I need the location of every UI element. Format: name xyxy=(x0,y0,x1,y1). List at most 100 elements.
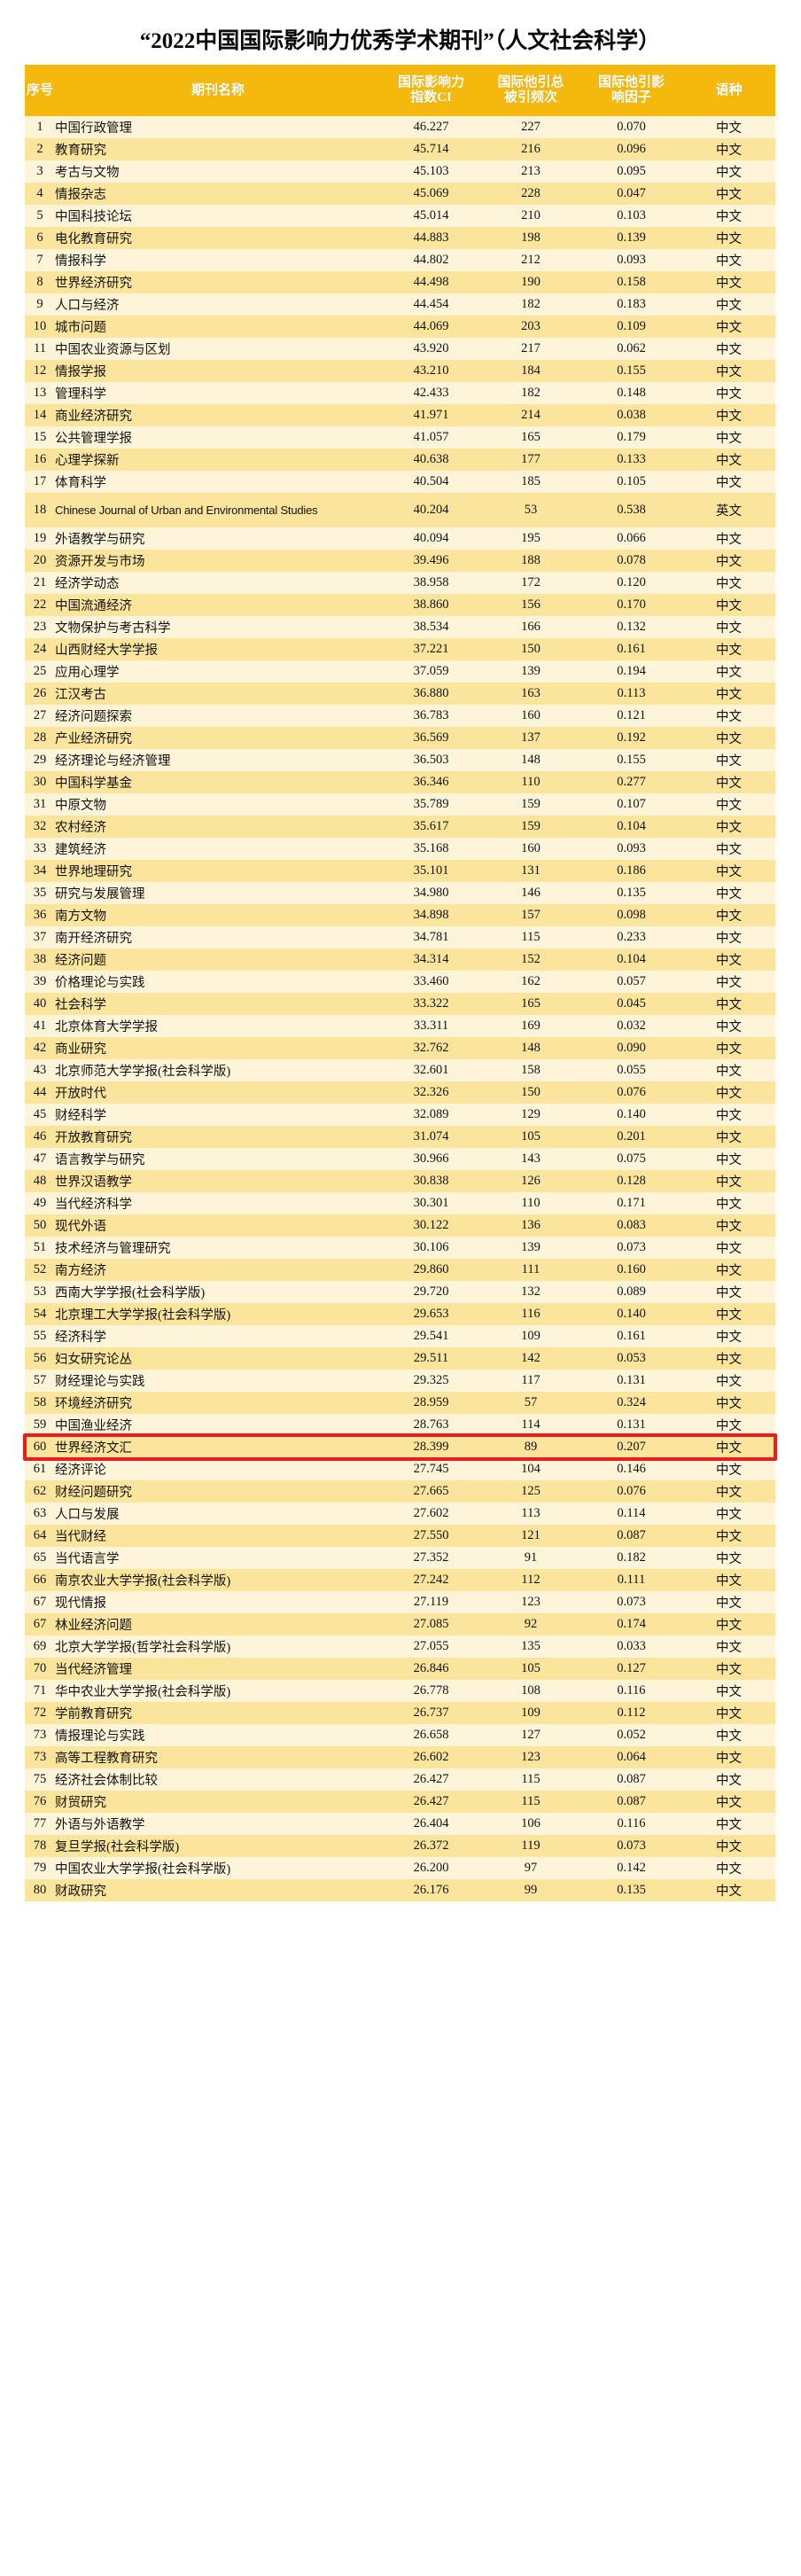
table-row: 40 社会科学 33.322 165 0.045 中文 xyxy=(25,993,775,1015)
table-row: 11 中国农业资源与区划 43.920 217 0.062 中文 xyxy=(25,338,775,360)
cell-ci: 29.325 xyxy=(381,1370,481,1392)
cell-language: 中文 xyxy=(682,793,775,816)
cell-impact-factor: 0.135 xyxy=(580,882,682,904)
cell-journal-name: 经济问题探索 xyxy=(55,705,381,727)
cell-journal-name: 文物保护与考古科学 xyxy=(55,616,381,638)
cell-ci: 28.399 xyxy=(381,1436,481,1458)
cell-index: 46 xyxy=(25,1126,55,1148)
cell-ci: 38.534 xyxy=(381,616,481,638)
cell-language: 中文 xyxy=(682,316,775,338)
table-row: 7 情报科学 44.802 212 0.093 中文 xyxy=(25,249,775,271)
cell-citations: 136 xyxy=(481,1214,580,1237)
cell-index: 40 xyxy=(25,993,55,1015)
cell-language: 中文 xyxy=(682,271,775,293)
cell-language: 中文 xyxy=(682,727,775,749)
cell-index: 29 xyxy=(25,749,55,771)
cell-index: 78 xyxy=(25,1835,55,1857)
cell-index: 69 xyxy=(25,1635,55,1658)
table-row: 13 管理科学 42.433 182 0.148 中文 xyxy=(25,382,775,404)
cell-journal-name: 研究与发展管理 xyxy=(55,882,381,904)
table-row: 41 北京体育大学学报 33.311 169 0.032 中文 xyxy=(25,1015,775,1037)
cell-ci: 46.227 xyxy=(381,116,481,138)
table-row: 64 当代财经 27.550 121 0.087 中文 xyxy=(25,1525,775,1547)
cell-impact-factor: 0.194 xyxy=(580,660,682,683)
cell-impact-factor: 0.142 xyxy=(580,1857,682,1879)
cell-language: 中文 xyxy=(682,1170,775,1192)
cell-citations: 216 xyxy=(481,138,580,160)
table-row: 80 财政研究 26.176 99 0.135 中文 xyxy=(25,1879,775,1901)
cell-ci: 35.789 xyxy=(381,793,481,816)
table-row: 33 建筑经济 35.168 160 0.093 中文 xyxy=(25,838,775,860)
cell-index: 52 xyxy=(25,1259,55,1281)
cell-impact-factor: 0.093 xyxy=(580,838,682,860)
cell-index: 14 xyxy=(25,404,55,426)
cell-ci: 40.504 xyxy=(381,471,481,493)
table-row: 39 价格理论与实践 33.460 162 0.057 中文 xyxy=(25,971,775,993)
cell-citations: 110 xyxy=(481,1192,580,1214)
cell-citations: 126 xyxy=(481,1170,580,1192)
table-row: 17 体育科学 40.504 185 0.105 中文 xyxy=(25,471,775,493)
cell-language: 中文 xyxy=(682,1503,775,1525)
cell-index: 1 xyxy=(25,116,55,138)
table-row: 10 城市问题 44.069 203 0.109 中文 xyxy=(25,316,775,338)
cell-index: 5 xyxy=(25,205,55,227)
cell-journal-name: 中国流通经济 xyxy=(55,594,381,616)
cell-ci: 29.653 xyxy=(381,1303,481,1325)
cell-journal-name: 体育科学 xyxy=(55,471,381,493)
cell-ci: 32.089 xyxy=(381,1104,481,1126)
cell-index: 15 xyxy=(25,426,55,449)
cell-citations: 109 xyxy=(481,1325,580,1347)
cell-citations: 105 xyxy=(481,1658,580,1680)
column-header-language: 语种 xyxy=(682,65,775,116)
cell-journal-name: 商业经济研究 xyxy=(55,404,381,426)
cell-language: 中文 xyxy=(682,860,775,882)
cell-ci: 41.971 xyxy=(381,404,481,426)
table-row: 3 考古与文物 45.103 213 0.095 中文 xyxy=(25,160,775,183)
cell-citations: 109 xyxy=(481,1702,580,1724)
cell-ci: 35.168 xyxy=(381,838,481,860)
cell-journal-name: 价格理论与实践 xyxy=(55,971,381,993)
cell-ci: 44.069 xyxy=(381,316,481,338)
cell-journal-name: 北京大学学报(哲学社会科学版) xyxy=(55,1635,381,1658)
cell-citations: 195 xyxy=(481,527,580,550)
cell-language: 英文 xyxy=(682,493,775,527)
cell-language: 中文 xyxy=(682,116,775,138)
cell-ci: 30.301 xyxy=(381,1192,481,1214)
cell-ci: 26.846 xyxy=(381,1658,481,1680)
cell-language: 中文 xyxy=(682,227,775,249)
cell-citations: 139 xyxy=(481,660,580,683)
cell-journal-name: 当代经济管理 xyxy=(55,1658,381,1680)
table-row: 27 经济问题探索 36.783 160 0.121 中文 xyxy=(25,705,775,727)
cell-journal-name: 经济科学 xyxy=(55,1325,381,1347)
cell-citations: 115 xyxy=(481,1768,580,1791)
table-row: 24 山西财经大学学报 37.221 150 0.161 中文 xyxy=(25,638,775,660)
cell-ci: 27.745 xyxy=(381,1458,481,1480)
cell-citations: 182 xyxy=(481,293,580,316)
cell-journal-name: 中国行政管理 xyxy=(55,116,381,138)
cell-impact-factor: 0.201 xyxy=(580,1126,682,1148)
cell-journal-name: 经济社会体制比较 xyxy=(55,1768,381,1791)
cell-ci: 45.069 xyxy=(381,183,481,205)
cell-impact-factor: 0.111 xyxy=(580,1569,682,1591)
cell-journal-name: 中国科学基金 xyxy=(55,771,381,793)
cell-language: 中文 xyxy=(682,360,775,382)
table-row: 51 技术经济与管理研究 30.106 139 0.073 中文 xyxy=(25,1237,775,1259)
cell-language: 中文 xyxy=(682,926,775,948)
cell-ci: 40.638 xyxy=(381,449,481,471)
column-header-journal-name-line1: 期刊名称 xyxy=(191,82,245,98)
cell-impact-factor: 0.087 xyxy=(580,1791,682,1813)
cell-impact-factor: 0.170 xyxy=(580,594,682,616)
cell-ci: 26.602 xyxy=(381,1746,481,1768)
cell-language: 中文 xyxy=(682,382,775,404)
cell-citations: 182 xyxy=(481,382,580,404)
table-row: 18 Chinese Journal of Urban and Environme… xyxy=(25,493,775,527)
cell-citations: 162 xyxy=(481,971,580,993)
cell-language: 中文 xyxy=(682,1370,775,1392)
cell-impact-factor: 0.053 xyxy=(580,1347,682,1370)
cell-ci: 45.714 xyxy=(381,138,481,160)
cell-index: 73 xyxy=(25,1724,55,1746)
cell-index: 2 xyxy=(25,138,55,160)
cell-journal-name: 中国渔业经济 xyxy=(55,1414,381,1436)
cell-language: 中文 xyxy=(682,1192,775,1214)
